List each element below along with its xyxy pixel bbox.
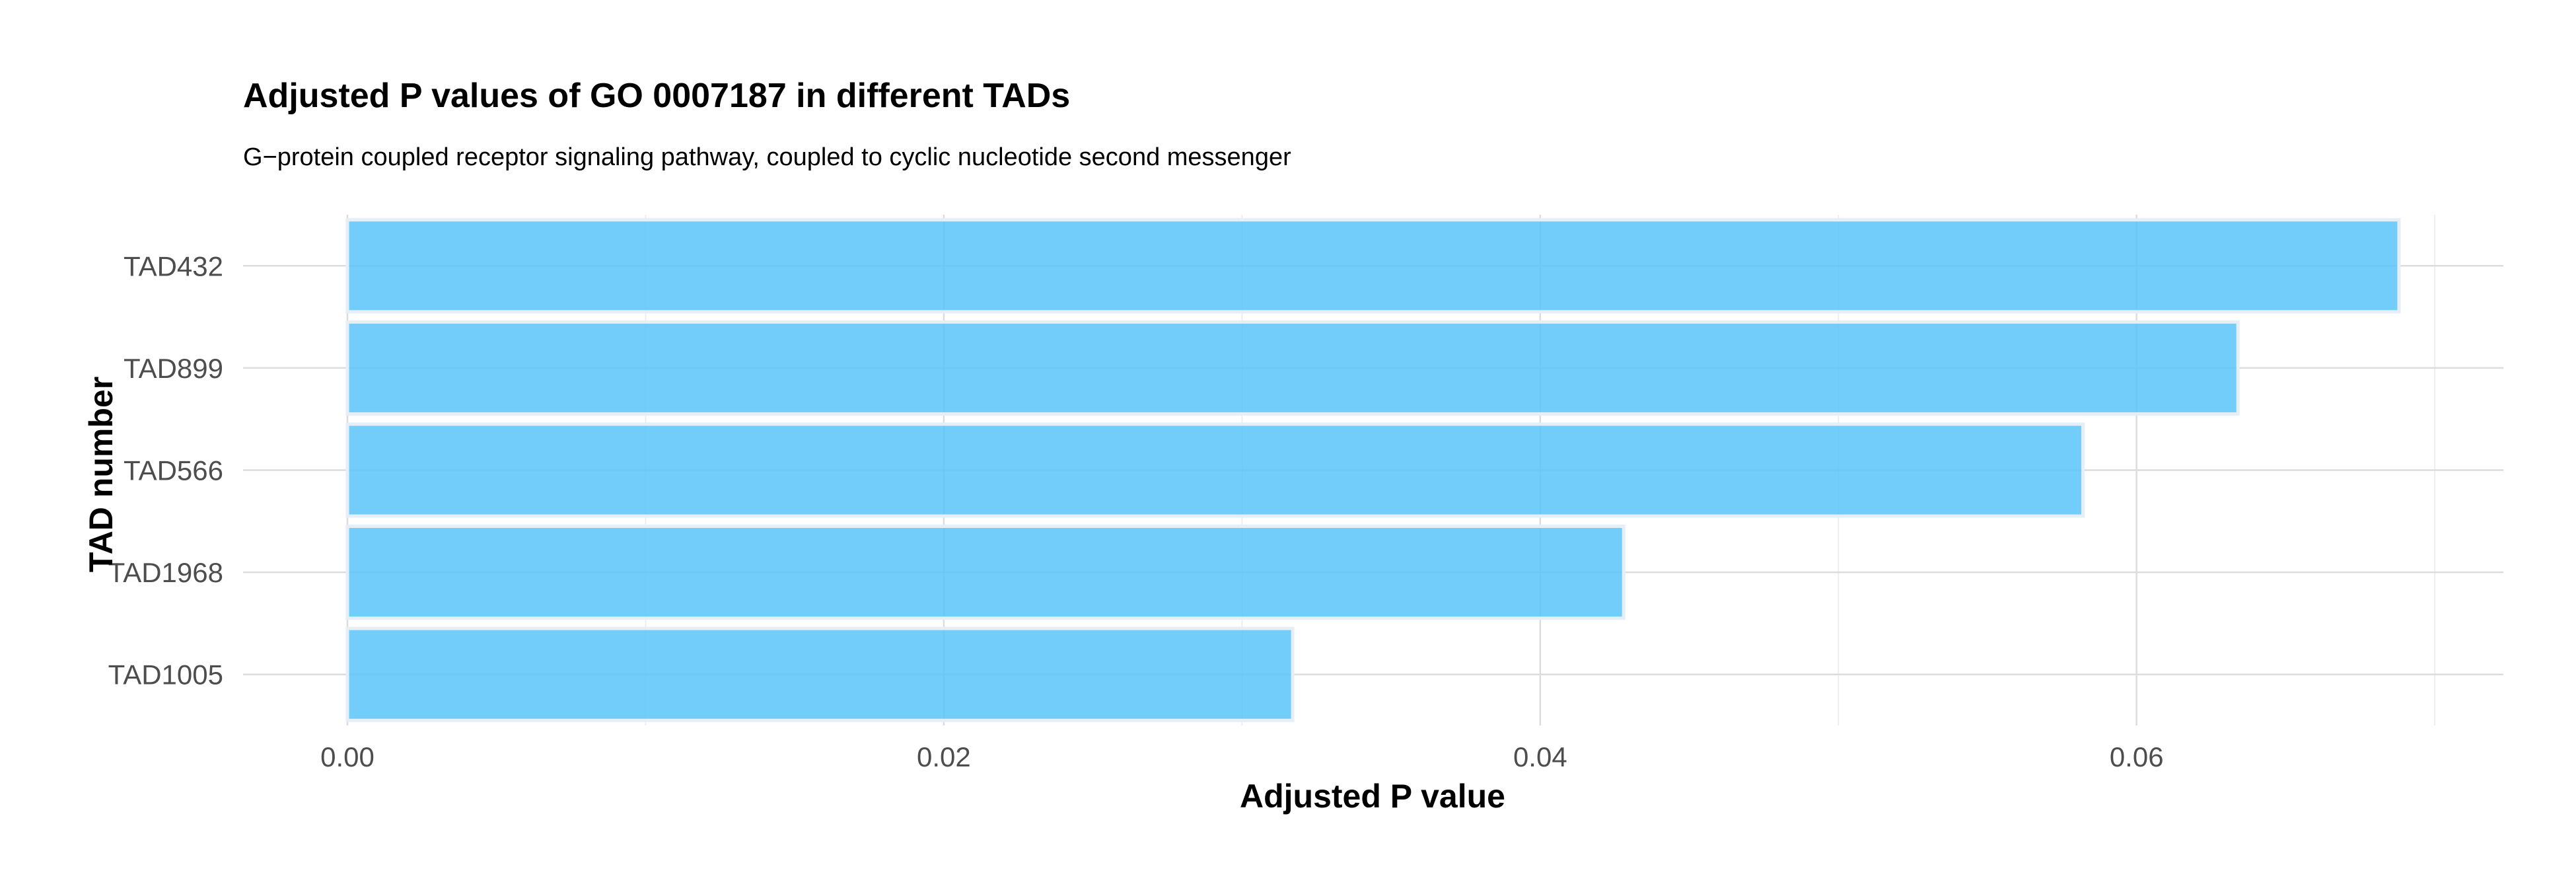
x-tick-label: 0.06 [2110,741,2164,772]
x-tick-label: 0.04 [1513,741,1567,772]
chart-title: Adjusted P values of GO 0007187 in diffe… [243,77,1070,115]
bar-tad899 [345,320,2240,416]
y-tick-label: TAD1005 [108,659,223,690]
x-tick-label: 0.02 [917,741,971,772]
bars [345,218,2401,722]
x-axis-title: Adjusted P value [1240,778,1505,815]
bar-tad566 [345,422,2085,518]
y-tick-labels: TAD432 TAD899 TAD566 TAD1968 TAD1005 [108,250,223,690]
y-tick-label: TAD1968 [108,557,223,588]
chart-subtitle: G−protein coupled receptor signaling pat… [243,143,1291,171]
bar-tad1968 [345,525,1626,620]
bar-tad432 [345,218,2401,314]
y-axis-title: TAD number [83,377,120,572]
y-tick-label: TAD566 [124,455,223,486]
y-tick-label: TAD432 [124,250,223,281]
y-tick-label: TAD899 [124,353,223,384]
bar-tad1005 [345,626,1295,722]
x-tick-label: 0.00 [320,741,375,772]
x-tick-labels: 0.00 0.02 0.04 0.06 [320,741,2163,772]
